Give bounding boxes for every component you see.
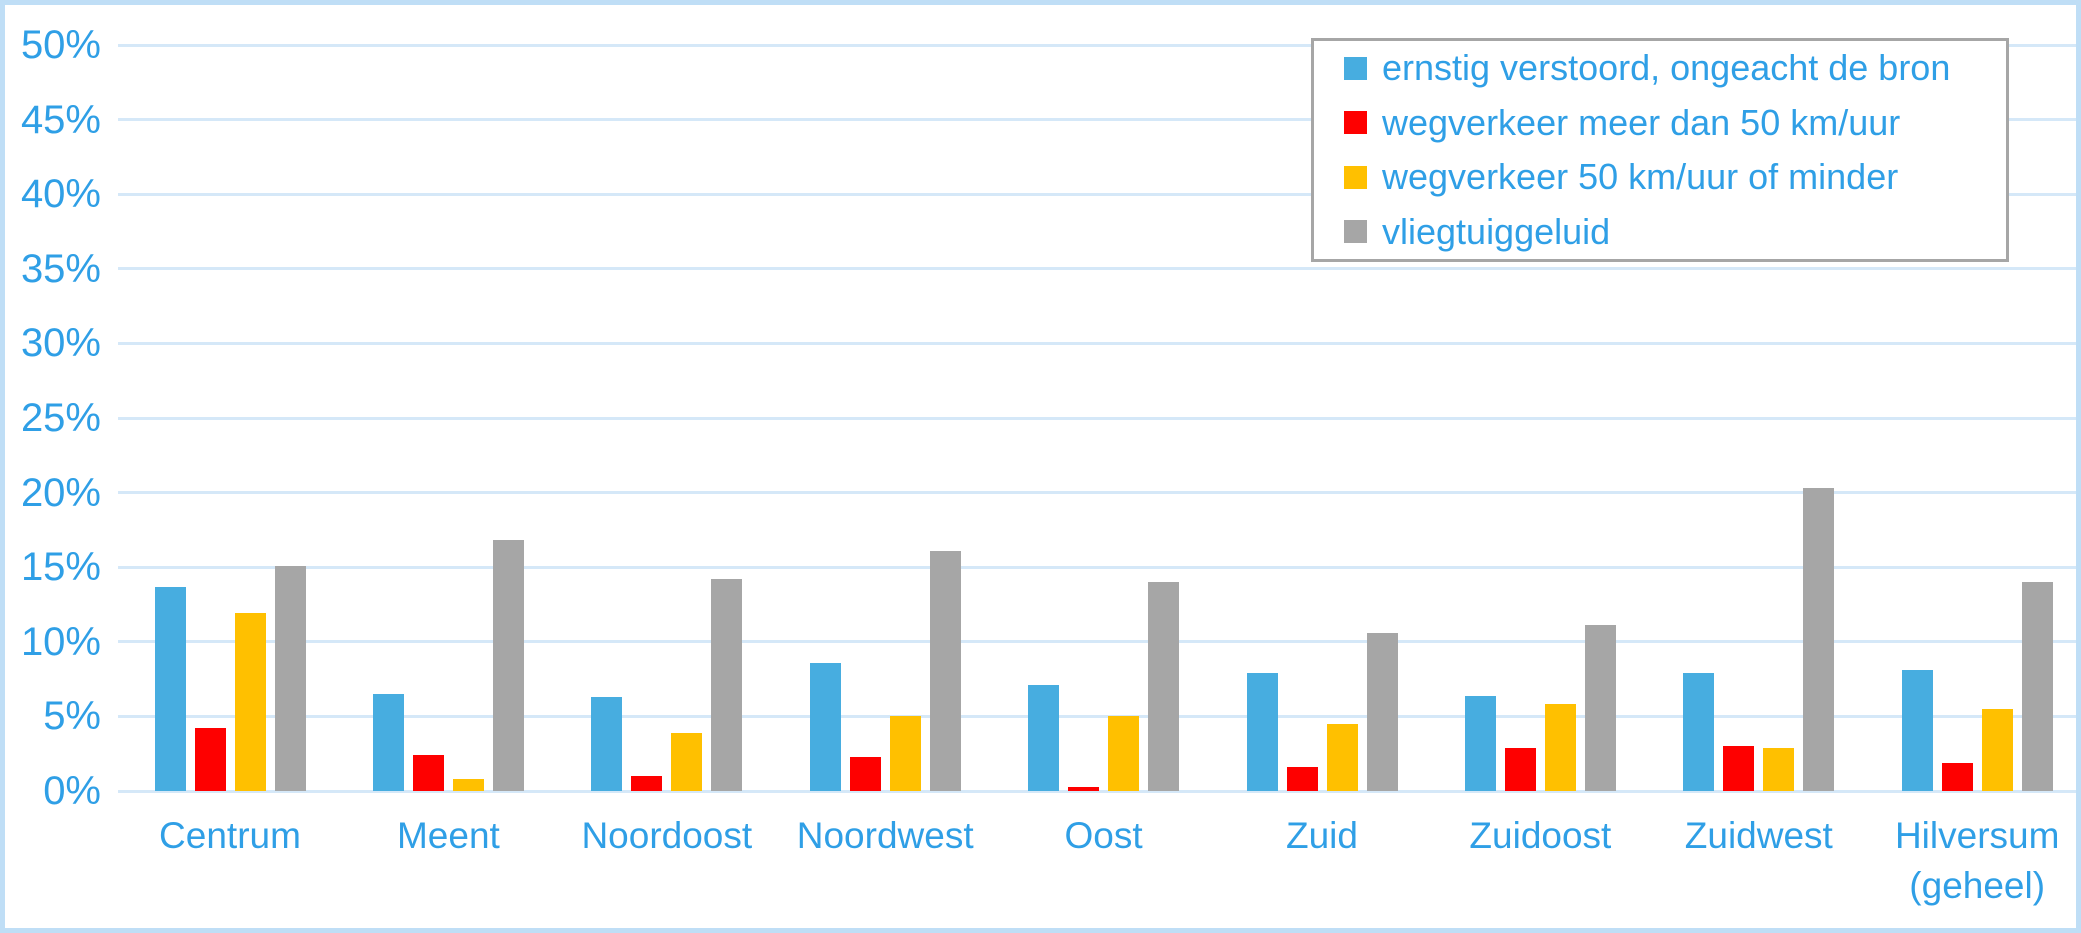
legend-swatch-red-icon <box>1344 111 1367 135</box>
bar <box>1544 704 1576 791</box>
gridline <box>118 714 2076 718</box>
bar <box>889 716 921 791</box>
legend-item: vliegtuiggeluid <box>1314 205 2006 260</box>
gridline <box>118 43 2076 47</box>
x-category-label: Centrum <box>159 815 301 856</box>
bar <box>1803 488 1835 791</box>
bar <box>1941 762 1973 791</box>
bar-group <box>1901 582 2053 791</box>
gridline <box>118 416 2076 420</box>
y-tick-label: 15% <box>20 545 101 590</box>
y-tick-label: 45% <box>20 97 101 142</box>
bar <box>1028 685 1060 791</box>
bar-group <box>1246 632 1398 791</box>
bar <box>711 579 743 791</box>
bar-group <box>591 579 743 791</box>
bar <box>452 779 484 791</box>
gridline <box>118 341 2076 345</box>
y-tick-label: 30% <box>20 321 101 366</box>
x-category-label: Hilversum (geheel) <box>1894 815 2060 906</box>
bar-group <box>1464 625 1616 791</box>
bar <box>194 728 226 791</box>
y-tick-label: 35% <box>20 246 101 291</box>
x-category-label: Oost <box>1064 815 1143 856</box>
bar-group <box>372 540 524 791</box>
gridline <box>118 192 2076 196</box>
y-tick-label: 10% <box>20 619 101 664</box>
bar <box>1683 673 1715 791</box>
y-tick-label: 50% <box>20 23 101 67</box>
legend-item: wegverkeer meer dan 50 km/uur <box>1314 96 2006 151</box>
legend-label: wegverkeer 50 km/uur of minder <box>1382 156 1899 198</box>
bar <box>591 697 623 791</box>
bar <box>1504 747 1536 791</box>
x-category-label: Meent <box>396 815 500 856</box>
bar <box>412 755 444 791</box>
bar <box>809 662 841 791</box>
plot-area <box>118 43 2076 793</box>
x-category-label: Noordoost <box>581 815 753 856</box>
bar <box>631 776 663 791</box>
legend-item: ernstig verstoord, ongeacht de bron <box>1314 41 2006 96</box>
legend-swatch-yellow-icon <box>1344 165 1367 189</box>
bar <box>372 694 404 791</box>
y-tick-label: 40% <box>20 172 101 217</box>
gridline <box>118 789 2076 793</box>
gridline <box>118 267 2076 271</box>
y-tick-label: 0% <box>43 769 101 813</box>
legend-label: wegverkeer meer dan 50 km/uur <box>1382 101 1901 143</box>
x-axis: Centrum Meent Noordoost Noordwest Oost Zuid Zu… <box>118 811 2076 921</box>
x-category-label: Noordwest <box>796 815 974 856</box>
bar <box>1366 632 1398 791</box>
bar <box>274 565 306 791</box>
bar <box>1981 708 2013 791</box>
x-category-label: Zuidoost <box>1469 815 1612 856</box>
bar-group <box>154 565 306 791</box>
bar <box>1286 767 1318 791</box>
y-tick-label: 25% <box>20 396 101 440</box>
legend-label: vliegtuiggeluid <box>1382 210 1611 252</box>
bar <box>1246 673 1278 791</box>
bar <box>1763 747 1795 791</box>
x-category-label: Zuidwest <box>1684 815 1833 856</box>
legend-item: wegverkeer 50 km/uur of minder <box>1314 150 2006 205</box>
bar <box>671 732 703 791</box>
bar <box>1148 582 1180 791</box>
bar-group <box>809 550 961 791</box>
bar <box>1068 786 1100 791</box>
legend: ernstig verstoord, ongeacht de bron wegv… <box>1311 38 2009 262</box>
x-category-label: Zuid <box>1286 815 1358 856</box>
bar-group <box>1683 488 1835 791</box>
legend-label: ernstig verstoord, ongeacht de bron <box>1382 47 1951 89</box>
gridline <box>118 491 2076 495</box>
bar <box>492 540 524 791</box>
y-axis: 0% 5% 10% 15% 20% 25% 30% 35% 40% 45% 50% <box>5 23 101 813</box>
bar <box>929 550 961 791</box>
gridline <box>118 640 2076 644</box>
gridline <box>118 565 2076 569</box>
bar <box>1464 695 1496 791</box>
bar <box>2021 582 2053 791</box>
bar <box>849 756 881 791</box>
bar <box>1901 670 1933 791</box>
bar <box>1108 716 1140 791</box>
bar-group <box>1028 582 1180 791</box>
bar <box>154 586 186 791</box>
legend-swatch-gray-icon <box>1344 220 1367 244</box>
bar <box>1584 625 1616 791</box>
y-tick-label: 20% <box>20 470 101 515</box>
bar <box>1326 723 1358 791</box>
gridline <box>118 118 2076 122</box>
bar <box>234 613 266 791</box>
legend-swatch-blue-icon <box>1344 56 1367 80</box>
bar <box>1723 746 1755 791</box>
y-tick-label: 5% <box>43 694 101 739</box>
